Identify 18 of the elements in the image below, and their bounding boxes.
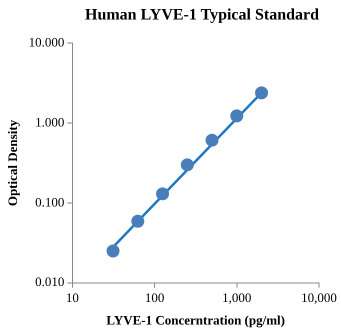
x-tick-label: 100 [144, 290, 164, 306]
y-axis-title: Optical Density [5, 119, 20, 206]
point [180, 158, 194, 172]
x-tick-label: 1,000 [222, 290, 252, 306]
point [106, 244, 120, 258]
x-tick-label: 10,000 [301, 290, 337, 306]
point [255, 86, 268, 100]
chart-title: Human LYVE-1 Typical Standard [85, 6, 320, 24]
point [206, 134, 219, 147]
y-tick-label: 0.100 [35, 194, 64, 210]
x-tick-label: 10 [66, 290, 79, 306]
y-tick-label: 10.000 [28, 34, 64, 50]
y-tick-label: 0.010 [35, 274, 64, 290]
y-tick-label: 1.000 [35, 114, 64, 130]
point [230, 109, 244, 122]
point [156, 187, 170, 200]
point [131, 214, 144, 228]
x-axis-title: LYVE-1 Concerntration (pg/ml) [106, 312, 285, 328]
